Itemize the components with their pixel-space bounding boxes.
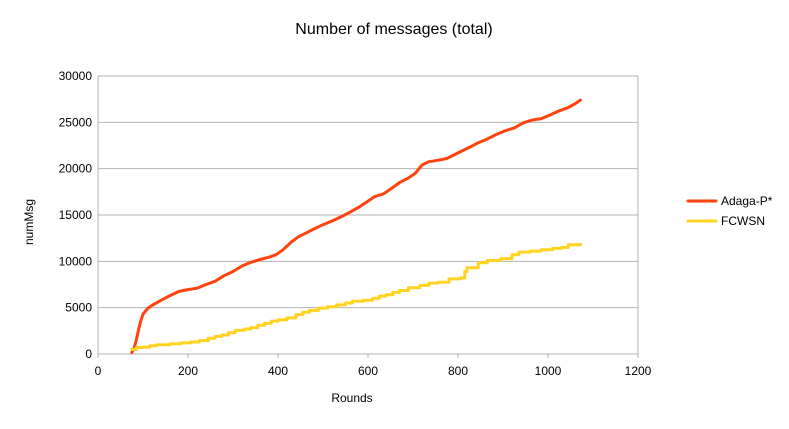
x-tick-label: 200	[178, 364, 198, 378]
series-line-fcwsn	[130, 242, 582, 351]
y-tick-label: 0	[85, 347, 92, 361]
tick-labels: 0 5000 10000 15000 20000 25000 30000 0 200 400 600…	[59, 69, 652, 378]
y-tick-label: 10000	[59, 254, 93, 268]
legend: Adaga-P* FCWSN	[686, 194, 773, 228]
axes	[97, 76, 639, 358]
y-tick-label: 5000	[65, 301, 92, 315]
y-tick-label: 30000	[59, 69, 93, 83]
chart-title: Number of messages (total)	[295, 21, 492, 38]
y-axis-title: numMsg	[22, 199, 36, 245]
x-tick-label: 0	[95, 364, 102, 378]
y-tick-label: 25000	[59, 115, 93, 129]
series-line-adaga-p	[130, 98, 582, 355]
x-tick-label: 1000	[535, 364, 562, 378]
x-tick-label: 800	[448, 364, 468, 378]
x-axis-title: Rounds	[331, 391, 372, 405]
y-tick-label: 15000	[59, 208, 93, 222]
series-lines	[130, 98, 582, 355]
y-tick-label: 20000	[59, 162, 93, 176]
x-tick-label: 400	[268, 364, 288, 378]
x-tick-label: 1200	[625, 364, 652, 378]
legend-label-adaga-p: Adaga-P*	[721, 194, 773, 208]
legend-label-fcwsn: FCWSN	[721, 214, 765, 228]
gridlines	[98, 75, 638, 355]
x-tick-label: 600	[358, 364, 378, 378]
